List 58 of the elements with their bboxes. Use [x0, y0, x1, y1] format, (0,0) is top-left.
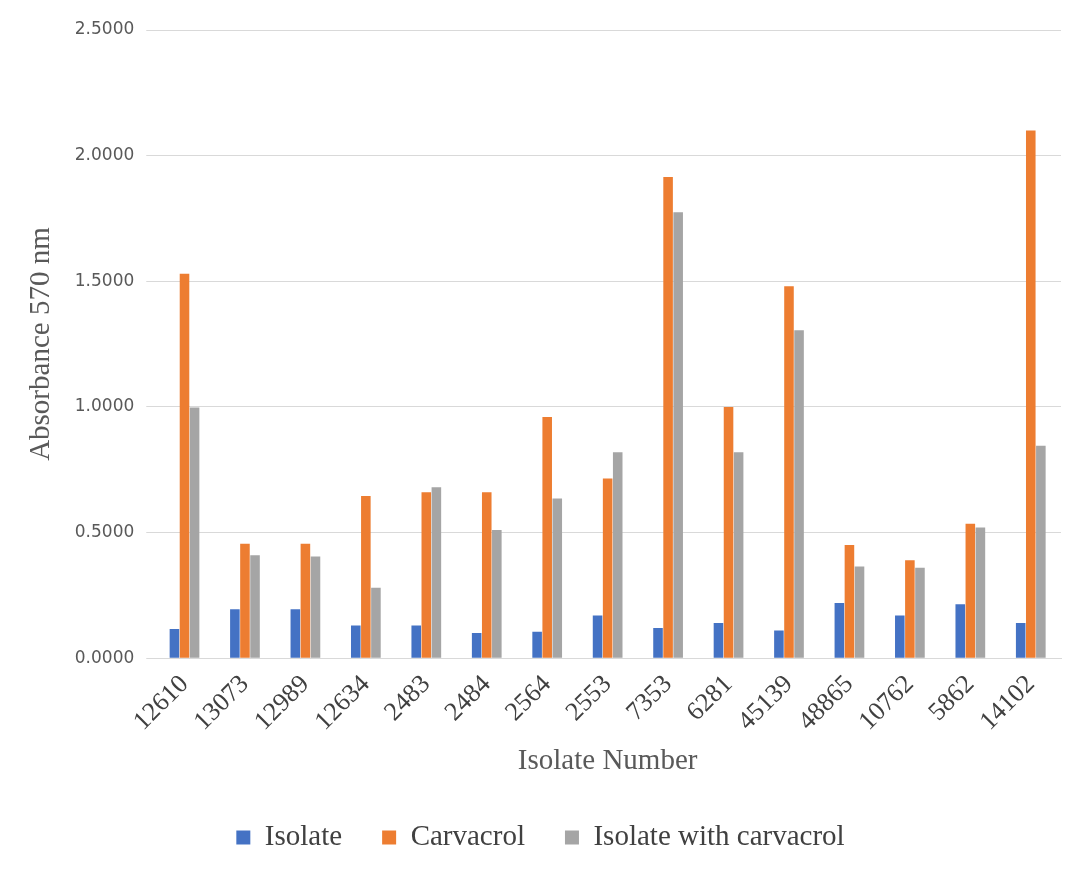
bar	[612, 452, 623, 658]
bar	[492, 530, 502, 658]
bar	[169, 629, 180, 658]
bar	[965, 523, 976, 658]
bar	[844, 545, 855, 658]
bar	[421, 492, 432, 658]
bar	[431, 487, 442, 658]
bar	[592, 615, 603, 658]
bar	[361, 496, 371, 658]
bar	[250, 555, 260, 658]
bar	[179, 273, 190, 658]
y-tick-label: 0.5000	[74, 520, 135, 541]
bar	[230, 609, 240, 658]
legend-label: Carvacrol	[410, 819, 525, 852]
x-axis-title: Isolate Number	[517, 743, 698, 776]
bar	[290, 609, 301, 658]
bar	[1025, 130, 1036, 658]
y-tick-label: 1.0000	[74, 395, 135, 416]
bar	[905, 560, 915, 658]
bar	[794, 330, 804, 658]
bar	[673, 212, 683, 658]
bar	[834, 602, 845, 658]
bar	[774, 630, 784, 658]
y-axis-title: Absorbance 570 nm	[23, 226, 56, 461]
bar	[915, 567, 925, 658]
bar	[532, 631, 542, 658]
bar	[975, 527, 986, 658]
x-tick-label: 5862	[922, 668, 980, 727]
bar	[854, 566, 865, 658]
bar	[542, 416, 552, 658]
x-tick-label: 6281	[680, 668, 738, 727]
bar	[1015, 623, 1026, 658]
legend-label: Isolate	[264, 819, 343, 852]
bar	[240, 543, 250, 658]
bar	[552, 498, 563, 658]
bar	[784, 286, 794, 658]
bar	[602, 478, 613, 658]
bar	[1036, 445, 1046, 658]
bar	[955, 604, 966, 658]
bar	[189, 407, 200, 658]
y-tick-label: 2.0000	[74, 144, 135, 165]
y-tick-label: 0.0000	[74, 646, 135, 667]
bar	[300, 543, 311, 658]
bar	[733, 452, 744, 658]
bar	[411, 625, 422, 658]
bar	[723, 406, 734, 658]
legend-label: Isolate with carvacrol	[593, 819, 845, 852]
bar	[371, 587, 381, 658]
bar	[481, 492, 492, 658]
bar	[350, 625, 361, 658]
bar	[310, 556, 321, 658]
bar	[653, 628, 663, 658]
y-tick-label: 1.5000	[74, 269, 135, 290]
bar	[471, 633, 482, 658]
bar	[713, 623, 724, 658]
bar	[895, 615, 905, 658]
y-tick-label: 2.5000	[74, 18, 135, 39]
bar	[663, 176, 673, 658]
